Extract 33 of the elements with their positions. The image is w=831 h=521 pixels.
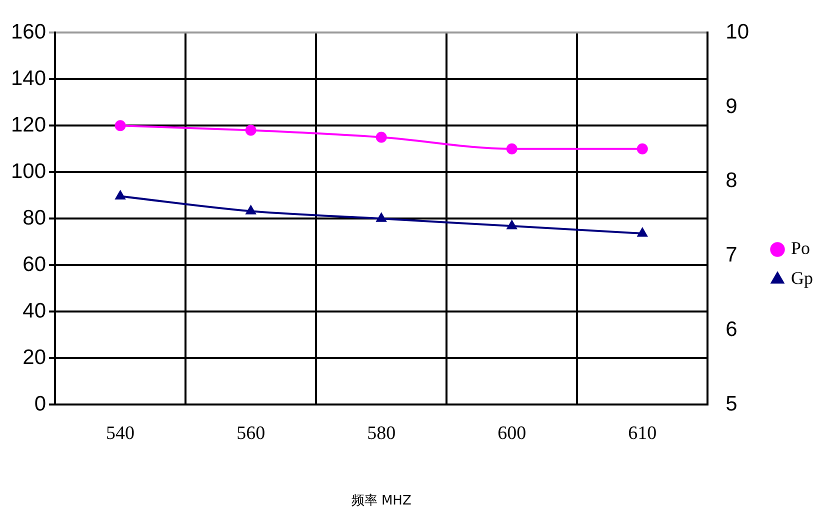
y2-tick-label: 8 <box>726 169 738 192</box>
y-tick-label: 40 <box>22 299 46 322</box>
point <box>637 228 648 237</box>
x-tick-label: 560 <box>236 422 266 444</box>
y-tick-label: 0 <box>34 392 46 416</box>
x-tick-label: 540 <box>106 422 135 444</box>
point <box>506 143 518 154</box>
y-tick-label: 20 <box>22 346 46 369</box>
y2-tick-label: 7 <box>726 244 738 267</box>
point <box>376 132 387 143</box>
point <box>636 143 648 154</box>
point <box>114 120 126 132</box>
x-tick-label: 610 <box>628 422 657 444</box>
y2-tick-label: 9 <box>726 94 738 118</box>
y-tick-label: 80 <box>22 206 46 230</box>
legend-label: Po <box>791 238 810 258</box>
x-tick-label: 600 <box>498 422 526 444</box>
y-tick-label: 60 <box>22 252 46 276</box>
y2-tick-label: 10 <box>726 20 749 44</box>
point <box>115 190 126 200</box>
y-tick-label: 160 <box>10 20 46 44</box>
legend-label: Gp <box>791 268 813 288</box>
x-axis-title: 频率 MHZ <box>351 492 412 509</box>
point <box>376 213 386 222</box>
y-tick-label: 120 <box>10 113 46 136</box>
point <box>246 206 256 214</box>
y-tick-label: 140 <box>10 66 46 90</box>
y2-tick-label: 6 <box>726 318 738 341</box>
y2-tick-label: 5 <box>726 392 738 416</box>
point <box>245 124 256 136</box>
x-tick-label: 580 <box>367 422 396 444</box>
y-tick-label: 100 <box>10 160 46 183</box>
point <box>506 220 517 230</box>
